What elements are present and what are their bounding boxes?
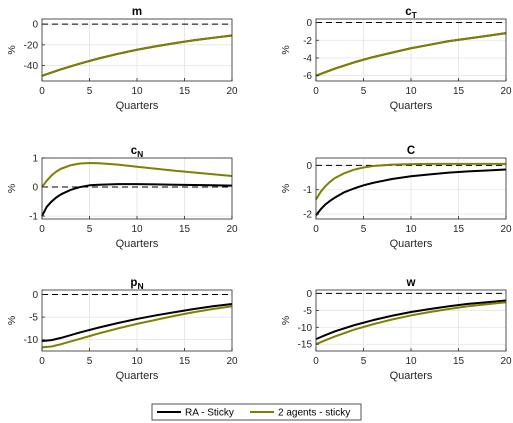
- y-axis-label: %: [280, 316, 292, 325]
- y-tick-label: -2: [303, 36, 312, 47]
- subplot-1: 0 5 10 15 20 -40 -20 0 m Quarters%: [6, 6, 238, 112]
- y-tick-label: -6: [303, 71, 312, 82]
- series-line-two-agents-sticky: [315, 162, 506, 200]
- subplot-title-subscript: N: [137, 281, 143, 291]
- subplot-title-subscript: N: [137, 149, 143, 159]
- x-tick-label: 5: [361, 224, 367, 235]
- subplot-title: m: [132, 6, 142, 18]
- y-tick-label: 0: [32, 290, 38, 301]
- subplot-title-main: C: [407, 145, 415, 157]
- subplot-title-subscript: T: [412, 10, 418, 20]
- series-line-ra-sticky: [315, 168, 507, 216]
- y-tick-label: 0: [306, 161, 312, 172]
- subplot-title-main: w: [406, 277, 416, 289]
- y-axis-label: %: [280, 184, 292, 193]
- x-tick-label: 0: [313, 356, 319, 367]
- x-tick-label: 0: [39, 224, 45, 235]
- x-tick-label: 10: [131, 224, 143, 235]
- subplot-title-main: p: [130, 277, 137, 289]
- x-tick-label: 15: [453, 86, 465, 97]
- y-tick-label: 0: [32, 183, 38, 194]
- y-tick-label: -5: [29, 313, 38, 324]
- series-line-ra-sticky: [41, 183, 233, 217]
- legend: RA - Sticky 2 agents - sticky: [151, 403, 362, 421]
- x-tick-label: 15: [179, 356, 191, 367]
- y-tick-label: 0: [306, 289, 312, 300]
- series-line-ra-sticky: [315, 299, 507, 341]
- subplot-6: 0 5 10 15 20 -15 -10 -5 0 w Quarters%: [280, 277, 512, 382]
- subplot-title: w: [406, 277, 416, 289]
- subplot-title: C: [407, 145, 415, 157]
- series-line-ra-sticky: [41, 303, 233, 343]
- subplot-2: 0 5 10 15 20 -6 -4 -2 0 cT Quarters%: [280, 6, 512, 112]
- y-axis-label: %: [280, 45, 292, 54]
- subplot-title-main: m: [132, 6, 142, 18]
- y-tick-label: 0: [306, 18, 312, 29]
- y-tick-label: -1: [303, 185, 312, 196]
- x-tick-label: 5: [361, 356, 367, 367]
- x-tick-label: 5: [87, 224, 93, 235]
- x-tick-label: 10: [405, 356, 417, 367]
- subplot-title-main: c: [405, 6, 412, 18]
- subplot-4: 0 5 10 15 20 -2 -1 0 C Quarters%: [280, 145, 512, 250]
- x-tick-label: 10: [405, 86, 417, 97]
- x-tick-label: 20: [500, 224, 512, 235]
- y-tick-label: 1: [32, 154, 38, 165]
- series-line-two-agents-sticky: [41, 34, 233, 77]
- subplot-5: 0 5 10 15 20 -10 -5 0 pN Quarters%: [6, 277, 238, 382]
- x-tick-label: 15: [179, 224, 191, 235]
- y-tick-label: -20: [24, 40, 39, 51]
- subplot-title: cN: [131, 145, 144, 159]
- series-line-two-agents-sticky: [41, 161, 233, 188]
- x-tick-label: 5: [361, 86, 367, 97]
- x-axis-label: Quarters: [116, 370, 159, 382]
- x-tick-label: 5: [87, 86, 93, 97]
- y-tick-label: -10: [24, 335, 39, 346]
- x-axis-label: Quarters: [390, 238, 433, 250]
- series-line-two-agents-sticky: [315, 32, 507, 77]
- y-tick-label: -10: [298, 323, 313, 334]
- x-tick-label: 15: [179, 86, 191, 97]
- x-axis-label: Quarters: [116, 238, 159, 250]
- x-axis-label: Quarters: [390, 100, 433, 112]
- y-tick-label: -4: [303, 53, 312, 64]
- x-tick-label: 20: [226, 224, 238, 235]
- x-tick-label: 0: [39, 86, 45, 97]
- x-tick-label: 15: [453, 224, 465, 235]
- x-tick-label: 20: [500, 86, 512, 97]
- series-line-two-agents-sticky: [315, 301, 507, 346]
- x-axis-label: Quarters: [116, 100, 159, 112]
- y-axis-label: %: [6, 316, 18, 325]
- x-tick-label: 10: [131, 356, 143, 367]
- x-tick-label: 0: [39, 356, 45, 367]
- x-axis-label: Quarters: [390, 370, 433, 382]
- y-tick-label: 0: [32, 20, 38, 31]
- y-tick-label: -1: [29, 212, 38, 223]
- y-tick-label: -40: [24, 61, 39, 72]
- subplot-title: pN: [130, 277, 143, 291]
- x-tick-label: 10: [131, 86, 143, 97]
- x-tick-label: 20: [500, 356, 512, 367]
- series-line-two-agents-sticky: [41, 305, 233, 349]
- x-tick-label: 0: [313, 86, 319, 97]
- x-tick-label: 0: [313, 224, 319, 235]
- y-tick-label: -15: [298, 340, 313, 351]
- subplot-title: cT: [405, 6, 417, 20]
- subplot-title-main: c: [131, 145, 138, 157]
- y-tick-label: -2: [303, 210, 312, 221]
- x-tick-label: 20: [226, 356, 238, 367]
- x-tick-label: 15: [453, 356, 465, 367]
- legend-label: 2 agents - sticky: [278, 408, 350, 419]
- x-tick-label: 5: [87, 356, 93, 367]
- y-axis-label: %: [6, 45, 18, 54]
- x-tick-label: 10: [405, 224, 417, 235]
- legend-label: RA - Sticky: [185, 408, 234, 419]
- y-axis-label: %: [6, 184, 18, 193]
- x-tick-label: 20: [226, 86, 238, 97]
- y-tick-label: -5: [303, 306, 312, 317]
